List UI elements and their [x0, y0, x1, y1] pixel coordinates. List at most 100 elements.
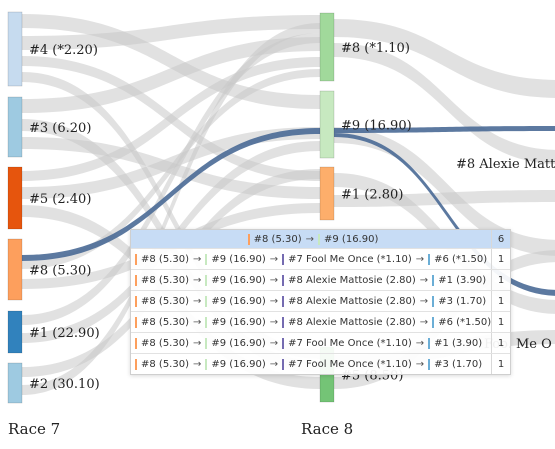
tooltip-count: 6 — [491, 230, 510, 248]
node-bar[interactable] — [7, 238, 23, 301]
node-label-layer: #4 (*2.20) #3 (6.20) #5 (2.40) #8 (5.30) #1 … — [29, 41, 555, 392]
segment-label: #9 (16.90) — [211, 316, 266, 328]
color-swatch — [247, 233, 250, 245]
color-swatch — [205, 358, 208, 370]
node-label: #2 (30.10) — [29, 377, 100, 392]
tooltip-segment: #9 (16.90) — [205, 274, 266, 286]
node-label: #8 (5.30) — [29, 264, 91, 279]
color-swatch — [135, 253, 137, 265]
node-bar[interactable] — [7, 166, 23, 230]
arrow-right-icon: → — [269, 274, 279, 286]
node-label: #1 (22.90) — [29, 326, 100, 341]
flow-ribbon — [22, 14, 320, 109]
segment-label: #8 Alexie Mattosie (2.80) — [288, 295, 416, 307]
segment-label: #9 (16.90) — [211, 253, 266, 265]
node-bar[interactable] — [7, 310, 23, 354]
arrow-right-icon: → — [269, 316, 279, 328]
tooltip-segment: #9 (16.90) — [205, 295, 266, 307]
color-swatch — [282, 274, 285, 286]
node-label: #3 (6.20) — [29, 121, 91, 136]
tooltip-row: #8 (5.30) → #9 (16.90) → #7 Fool Me Once (*1… — [131, 248, 510, 269]
arrow-right-icon: → — [419, 316, 429, 328]
race-8-label: Race 8 — [301, 420, 354, 438]
arrow-right-icon: → — [305, 233, 315, 245]
flow-ribbon — [22, 23, 320, 395]
segment-label: #1 (3.90) — [434, 337, 483, 349]
tooltip-segment: #8 (5.30) — [135, 358, 189, 370]
segment-label: #6 (*1.50) — [434, 253, 488, 265]
node-bar[interactable] — [319, 166, 335, 221]
flow-ribbon — [22, 33, 320, 325]
tooltip-segment: #8 Alexie Mattosie (2.80) — [282, 295, 416, 307]
arrow-right-icon: → — [269, 253, 279, 265]
tooltip-count: 1 — [491, 333, 510, 353]
segment-label: #7 Fool Me Once (*1.10) — [288, 253, 412, 265]
color-swatch — [205, 274, 208, 286]
tooltip-path: #8 (5.30) → #9 (16.90) → #8 Alexie Mattosie … — [131, 316, 491, 328]
flow-ribbon — [22, 72, 320, 359]
arrow-right-icon: → — [269, 358, 279, 370]
color-swatch — [135, 295, 137, 307]
tooltip-segment: #6 (*1.50) — [432, 316, 491, 328]
color-swatch — [282, 295, 285, 307]
flow-ribbon — [22, 57, 320, 181]
tooltip-count: 1 — [491, 270, 510, 290]
path-tooltip: #8 (5.30) → #9 (16.90) 6 #8 (5.30) → #9 (16.90… — [130, 229, 511, 375]
color-swatch — [432, 274, 435, 286]
node-bar[interactable] — [7, 96, 23, 158]
tooltip-count: 1 — [491, 291, 510, 311]
arrow-right-icon: → — [193, 316, 202, 328]
color-swatch — [135, 337, 137, 349]
selected-flow-ribbon — [334, 126, 555, 133]
arrow-right-icon: → — [269, 295, 279, 307]
tooltip-row: #8 (5.30) → #9 (16.90) → #8 Alexie Mattosie … — [131, 269, 510, 290]
race-9-node-label: #8 Alexie Matto — [456, 157, 555, 172]
arrow-right-icon: → — [193, 358, 202, 370]
node-label: #4 (*2.20) — [29, 43, 98, 58]
node-bar[interactable] — [319, 12, 335, 82]
tooltip-path: #8 (5.30) → #9 (16.90) → #7 Fool Me Once (*1… — [131, 253, 491, 265]
segment-label: #8 (5.30) — [141, 253, 189, 265]
color-swatch — [428, 358, 431, 370]
tooltip-count: 1 — [491, 249, 510, 269]
segment-label: #8 (5.30) — [141, 295, 189, 307]
node-bar[interactable] — [7, 11, 23, 87]
color-swatch — [428, 337, 431, 349]
tooltip-segment: #8 (5.30) — [247, 233, 302, 245]
color-swatch — [432, 316, 435, 328]
tooltip-path: #8 (5.30) → #9 (16.90) → #7 Fool Me Once (*1… — [131, 337, 491, 349]
tooltip-segment: #7 Fool Me Once (*1.10) — [282, 337, 412, 349]
node-label: #9 (16.90) — [341, 119, 412, 134]
segment-label: #1 (3.90) — [438, 274, 487, 286]
arrow-right-icon: → — [193, 337, 202, 349]
tooltip-segment: #8 (5.30) — [135, 274, 189, 286]
flow-ribbon — [334, 127, 555, 256]
segment-label: #3 (1.70) — [438, 295, 487, 307]
node-bar[interactable] — [319, 90, 335, 159]
tooltip-segment: #8 Alexie Mattosie (2.80) — [282, 316, 416, 328]
arrow-right-icon: → — [419, 295, 429, 307]
tooltip-segment: #3 (1.70) — [432, 295, 487, 307]
selected-flow-ribbon — [22, 128, 320, 261]
node-bar[interactable] — [7, 362, 23, 404]
tooltip-segment: #3 (1.70) — [428, 358, 482, 370]
node-label: #8 (*1.10) — [341, 41, 410, 56]
tooltip-row: #8 (5.30) → #9 (16.90) → #7 Fool Me Once (*1… — [131, 332, 510, 353]
tooltip-row: #8 (5.30) → #9 (16.90) → #8 Alexie Mattosie … — [131, 311, 510, 332]
tooltip-segment: #8 (5.30) — [135, 295, 189, 307]
color-swatch — [205, 316, 208, 328]
tooltip-segment: #9 (16.90) — [205, 253, 266, 265]
color-swatch — [135, 358, 137, 370]
color-swatch — [282, 337, 285, 349]
tooltip-segment: #9 (16.90) — [205, 316, 266, 328]
color-swatch — [135, 274, 137, 286]
tooltip-row: #8 (5.30) → #9 (16.90) → #7 Fool Me Once (*1… — [131, 353, 510, 374]
segment-label: #7 Fool Me Once (*1.10) — [288, 337, 412, 349]
arrow-right-icon: → — [415, 253, 425, 265]
tooltip-segment: #6 (*1.50) — [428, 253, 488, 265]
color-swatch — [135, 316, 137, 328]
segment-label: #9 (16.90) — [211, 274, 266, 286]
segment-label: #8 Alexie Mattosie (2.80) — [288, 316, 416, 328]
tooltip-segment: #7 Fool Me Once (*1.10) — [282, 253, 412, 265]
